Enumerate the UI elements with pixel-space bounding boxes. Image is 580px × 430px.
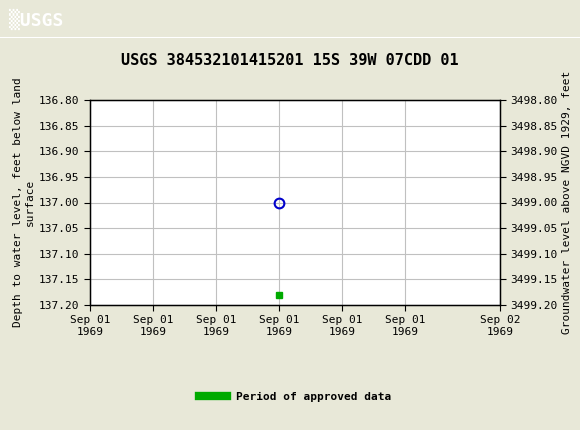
Legend: Period of approved data: Period of approved data (195, 387, 396, 406)
Text: ▒USGS: ▒USGS (9, 9, 63, 30)
Y-axis label: Depth to water level, feet below land
surface: Depth to water level, feet below land su… (13, 78, 35, 327)
Y-axis label: Groundwater level above NGVD 1929, feet: Groundwater level above NGVD 1929, feet (562, 71, 572, 334)
Text: USGS 384532101415201 15S 39W 07CDD 01: USGS 384532101415201 15S 39W 07CDD 01 (121, 53, 459, 68)
